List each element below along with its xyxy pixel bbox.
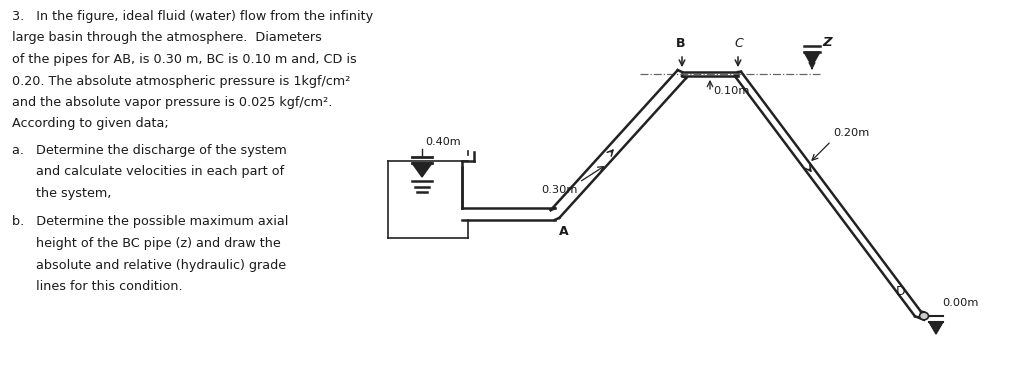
Text: absolute and relative (hydraulic) grade: absolute and relative (hydraulic) grade	[12, 258, 286, 272]
Polygon shape	[929, 322, 943, 334]
Polygon shape	[412, 163, 432, 177]
Text: Z: Z	[822, 36, 832, 49]
Text: the system,: the system,	[12, 187, 112, 200]
Text: and calculate velocities in each part of: and calculate velocities in each part of	[12, 165, 284, 179]
Text: 0.00m: 0.00m	[942, 298, 978, 308]
Text: 0.20. The absolute atmospheric pressure is 1kgf/cm²: 0.20. The absolute atmospheric pressure …	[12, 75, 350, 87]
Text: 0.10m: 0.10m	[713, 86, 749, 96]
Text: large basin through the atmosphere.  Diameters: large basin through the atmosphere. Diam…	[12, 31, 322, 45]
Text: 0.40m: 0.40m	[425, 137, 461, 147]
Ellipse shape	[920, 312, 928, 320]
Text: of the pipes for AB, is 0.30 m, BC is 0.10 m and, CD is: of the pipes for AB, is 0.30 m, BC is 0.…	[12, 53, 356, 66]
Text: height of the BC pipe (z) and draw the: height of the BC pipe (z) and draw the	[12, 237, 281, 250]
Text: and the absolute vapor pressure is 0.025 kgf/cm².: and the absolute vapor pressure is 0.025…	[12, 96, 333, 109]
Text: 0.30m: 0.30m	[541, 185, 577, 195]
Text: a.   Determine the discharge of the system: a. Determine the discharge of the system	[12, 144, 287, 157]
Text: 0.20m: 0.20m	[833, 128, 869, 138]
Text: lines for this condition.: lines for this condition.	[12, 280, 182, 293]
Text: B: B	[677, 37, 686, 50]
Text: A: A	[559, 225, 569, 238]
Text: C: C	[735, 37, 744, 50]
Text: D: D	[896, 285, 905, 298]
Polygon shape	[804, 52, 821, 66]
Text: b.   Determine the possible maximum axial: b. Determine the possible maximum axial	[12, 216, 288, 228]
Text: 3.   In the figure, ideal fluid (water) flow from the infinity: 3. In the figure, ideal fluid (water) fl…	[12, 10, 373, 23]
Text: According to given data;: According to given data;	[12, 117, 169, 131]
